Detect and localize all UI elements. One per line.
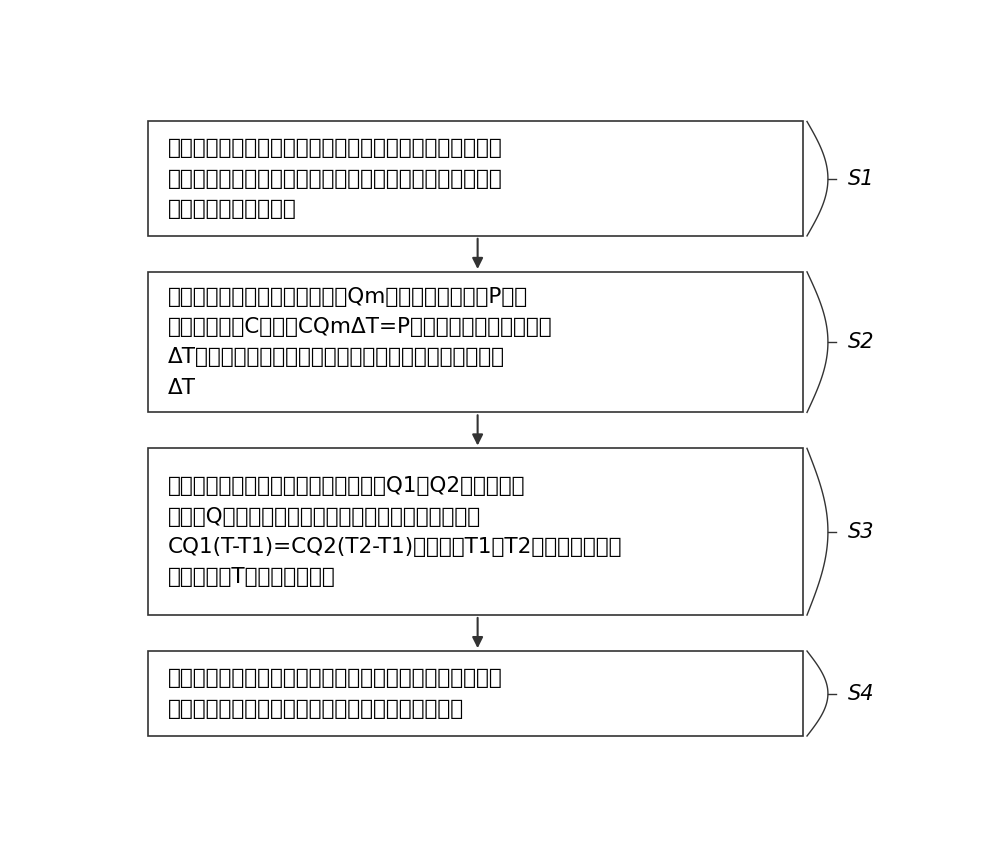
Text: S2: S2: [848, 332, 874, 352]
Text: 选取回路中的一点作为温度起点，根据所述拓扑结构将温度
变化串接起来，以获得所述等效物理模型的温度分布: 选取回路中的一点作为温度起点，根据所述拓扑结构将温度 变化串接起来，以获得所述等…: [168, 668, 502, 719]
Text: S3: S3: [848, 521, 874, 542]
Text: S4: S4: [848, 683, 874, 704]
Bar: [148, 121, 803, 236]
Text: 获取各节点内冷却液的质量流量Qm、等效热影响功率P、冷
却介质的比热C；根据CQmΔT=P确定相应节点的温度变化
ΔT，或者，通过数值仿真的方法获得相应节点的温: 获取各节点内冷却液的质量流量Qm、等效热影响功率P、冷 却介质的比热C；根据CQ…: [168, 286, 552, 397]
Text: 建立所述屏蔽式核主泵冷却系统的等效物理模型，将所述上
冷却回路和下冷却回路上的装置设置为节点，节点和回路的
连接构建为一拓扑结构: 建立所述屏蔽式核主泵冷却系统的等效物理模型，将所述上 冷却回路和下冷却回路上的装…: [168, 138, 502, 219]
Bar: [148, 272, 803, 413]
Bar: [148, 651, 803, 736]
Bar: [148, 448, 803, 615]
Text: 获取各汇流点的两个支路汇流前的流量Q1和Q2，及汇流后
的流量Q，根据能量守恒，确定汇流点的温度变化关系
CQ1(T-T1)=CQ2(T2-T1)，其中，T1和: 获取各汇流点的两个支路汇流前的流量Q1和Q2，及汇流后 的流量Q，根据能量守恒，…: [168, 476, 622, 588]
Text: S1: S1: [848, 169, 874, 188]
